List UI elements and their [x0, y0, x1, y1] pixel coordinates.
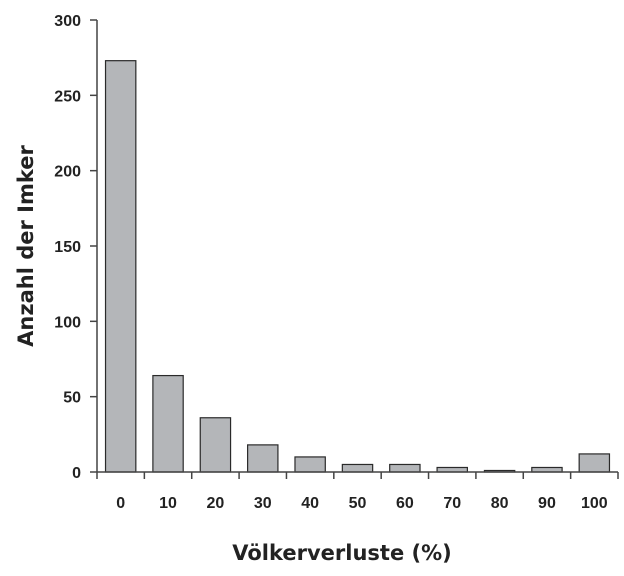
x-tick-label: 90 [538, 495, 556, 512]
bar [578, 453, 611, 473]
x-tick-label: 80 [491, 495, 509, 512]
y-tick-label: 100 [54, 314, 81, 331]
bar [247, 444, 279, 473]
x-tick-label: 100 [581, 495, 608, 512]
x-tick-label: 20 [207, 495, 225, 512]
bar [294, 456, 326, 473]
x-tick-label: 60 [396, 495, 414, 512]
y-tick-label: 150 [54, 239, 81, 256]
bars [104, 60, 611, 473]
bar [152, 374, 184, 473]
x-tick-label: 40 [301, 495, 319, 512]
bar [389, 463, 421, 473]
bar [341, 463, 374, 473]
y-tick-label: 300 [54, 13, 81, 30]
bar [199, 417, 232, 473]
y-axis-ticks: 0 50 100 150 200 250 300 [54, 13, 97, 482]
y-axis-title: Anzahl der Imker [14, 145, 38, 347]
x-axis-ticks: 0 10 20 30 40 50 60 70 80 90 100 [96, 472, 619, 512]
bar [104, 60, 137, 473]
y-tick-label: 250 [54, 88, 81, 105]
x-tick-label: 0 [116, 495, 125, 512]
y-tick-label: 0 [72, 465, 81, 482]
y-tick-label: 200 [54, 164, 81, 181]
x-tick-label: 10 [159, 495, 177, 512]
x-tick-label: 30 [254, 495, 272, 512]
x-axis-title: Völkerverluste (%) [232, 541, 452, 565]
x-tick-label: 70 [443, 495, 461, 512]
y-tick-label: 50 [63, 390, 81, 407]
x-tick-label: 50 [349, 495, 367, 512]
